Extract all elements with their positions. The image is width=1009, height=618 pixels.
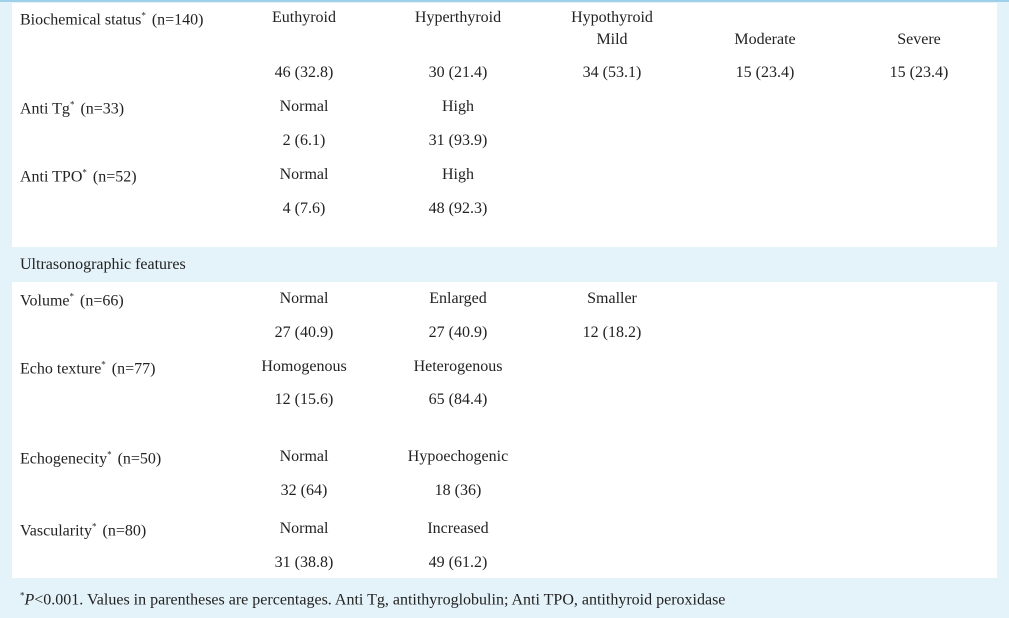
sample-size: (n=66) bbox=[79, 292, 124, 310]
cell-value: 15 (23.4) bbox=[889, 64, 949, 81]
sample-size: (n=50) bbox=[117, 450, 162, 468]
footnote-mark: * bbox=[82, 167, 87, 178]
cell-value: 30 (21.4) bbox=[428, 64, 488, 81]
column-header: Normal bbox=[279, 290, 329, 307]
footnote-mark: * bbox=[101, 359, 106, 370]
row-label: Anti Tg* (n=33) bbox=[20, 95, 124, 120]
column-header: Normal bbox=[279, 448, 329, 465]
row-label: Anti TPO* (n=52) bbox=[20, 163, 137, 188]
footnote-mark: * bbox=[141, 10, 146, 21]
column-header: Increased bbox=[427, 520, 489, 537]
column-header: High bbox=[442, 98, 474, 115]
cell-value: 49 (61.2) bbox=[428, 554, 488, 571]
row-label: Echogenecity* (n=50) bbox=[20, 445, 161, 470]
footnote-text: <0.001. Values in parentheses are percen… bbox=[34, 591, 726, 609]
column-header: Hypothyroid bbox=[571, 9, 653, 26]
label-text: Anti Tg bbox=[20, 100, 70, 118]
column-header: Normal bbox=[279, 520, 329, 537]
column-header: Normal bbox=[279, 166, 329, 183]
column-subheader: Severe bbox=[897, 31, 941, 48]
row-label: Volume* (n=66) bbox=[20, 287, 124, 312]
cell-value: 65 (84.4) bbox=[428, 391, 488, 408]
column-header: Euthyroid bbox=[272, 9, 336, 26]
label-text: Anti TPO bbox=[20, 168, 83, 186]
row-label: Biochemical status* (n=140) bbox=[20, 6, 204, 31]
label-text: Vascularity bbox=[20, 522, 92, 540]
cell-value: 31 (93.9) bbox=[428, 132, 488, 149]
column-header: Hypoechogenic bbox=[407, 448, 509, 465]
footnote-mark: * bbox=[69, 99, 75, 110]
column-header: Enlarged bbox=[429, 290, 487, 307]
cell-value: 31 (38.8) bbox=[274, 554, 334, 571]
column-header: High bbox=[442, 166, 474, 183]
cell-value: 32 (64) bbox=[280, 482, 328, 499]
cell-value: 27 (40.9) bbox=[428, 324, 488, 341]
label-text: Biochemical status bbox=[20, 11, 142, 29]
panel bbox=[12, 3, 997, 247]
column-header: Heterogenous bbox=[413, 358, 503, 375]
panel bbox=[12, 282, 997, 578]
cell-value: 48 (92.3) bbox=[428, 200, 488, 217]
footnote-mark: * bbox=[20, 590, 25, 601]
label-text: Echo texture bbox=[20, 360, 102, 378]
top-border bbox=[0, 0, 1009, 2]
footnote-mark: * bbox=[69, 291, 74, 302]
cell-value: 2 (6.1) bbox=[282, 132, 326, 149]
cell-value: 12 (15.6) bbox=[274, 391, 334, 408]
section-title: Ultrasonographic features bbox=[20, 256, 186, 273]
footnote-mark: * bbox=[107, 449, 112, 460]
column-header: Smaller bbox=[587, 290, 637, 307]
sample-size: (n=33) bbox=[80, 100, 125, 118]
sample-size: (n=52) bbox=[92, 168, 137, 186]
footnote: *P<0.001. Values in parentheses are perc… bbox=[20, 586, 725, 611]
sample-size: (n=140) bbox=[151, 11, 204, 29]
label-text: Echogenecity bbox=[20, 450, 108, 468]
cell-value: 46 (32.8) bbox=[274, 64, 334, 81]
column-subheader: Moderate bbox=[734, 31, 796, 48]
column-header: Homogenous bbox=[261, 358, 347, 375]
sample-size: (n=80) bbox=[102, 522, 147, 540]
cell-value: 12 (18.2) bbox=[582, 324, 642, 341]
sample-size: (n=77) bbox=[111, 360, 156, 378]
cell-value: 15 (23.4) bbox=[735, 64, 795, 81]
cell-value: 18 (36) bbox=[434, 482, 482, 499]
p-symbol: P bbox=[24, 591, 35, 609]
row-label: Vascularity* (n=80) bbox=[20, 517, 146, 542]
cell-value: 4 (7.6) bbox=[282, 200, 326, 217]
column-header: Hyperthyroid bbox=[414, 9, 502, 26]
cell-value: 34 (53.1) bbox=[582, 64, 642, 81]
column-header: Normal bbox=[279, 98, 329, 115]
footnote-mark: * bbox=[91, 521, 97, 532]
label-text: Volume bbox=[20, 292, 70, 310]
column-subheader: Mild bbox=[596, 31, 628, 48]
row-label: Echo texture* (n=77) bbox=[20, 355, 155, 380]
cell-value: 27 (40.9) bbox=[274, 324, 334, 341]
